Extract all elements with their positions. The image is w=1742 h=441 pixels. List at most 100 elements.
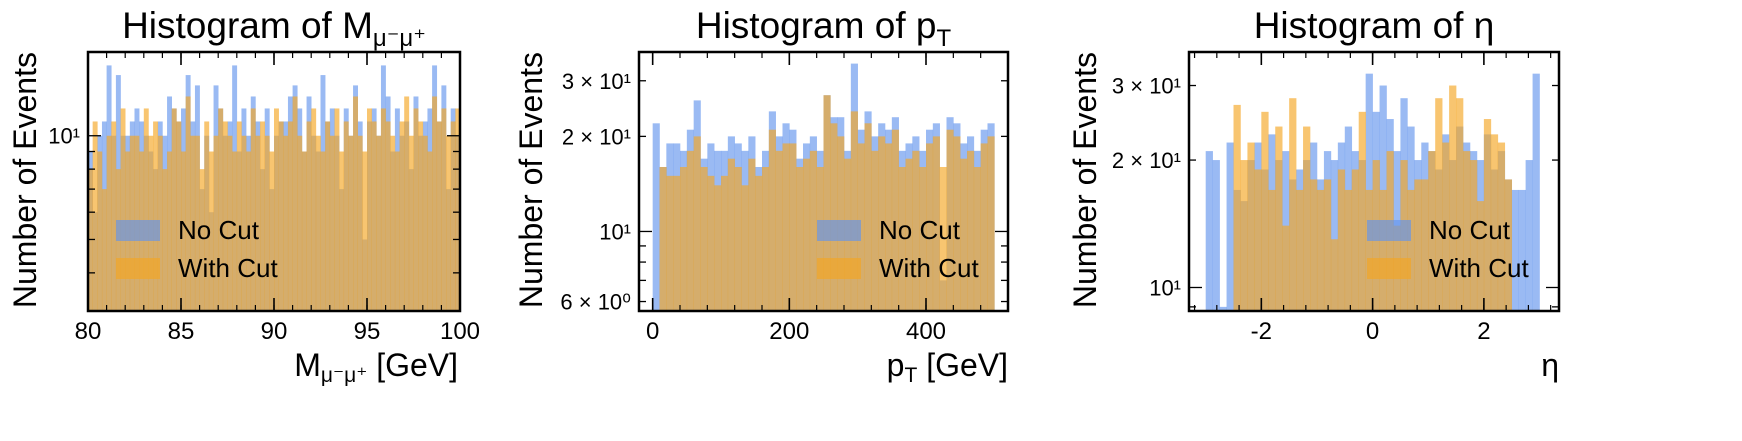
x-axis-label: η xyxy=(1541,347,1559,383)
legend: No Cut With Cut xyxy=(116,215,278,283)
legend-swatch xyxy=(1367,258,1411,279)
legend-swatch xyxy=(116,220,160,241)
axes-frame xyxy=(1187,50,1561,313)
histogram-bar xyxy=(727,158,735,311)
histogram-bar xyxy=(680,166,688,311)
histogram-bar xyxy=(278,121,284,311)
histogram-bar xyxy=(1449,85,1457,311)
histogram-bar xyxy=(176,121,182,311)
histogram-bar xyxy=(741,185,749,311)
histogram-bar xyxy=(204,121,210,311)
histogram-bar xyxy=(455,108,460,311)
y-axis-label: Number of Events xyxy=(7,52,43,308)
histogram-bar xyxy=(1490,134,1499,311)
histogram-bar xyxy=(796,166,804,311)
histogram-bar xyxy=(1511,189,1519,311)
histogram-bar xyxy=(1212,160,1220,311)
histogram-bar xyxy=(912,150,920,311)
histogram-bar xyxy=(101,189,107,311)
histogram-bar xyxy=(371,121,377,311)
legend: No Cut With Cut xyxy=(817,215,979,283)
x-tick-label: 85 xyxy=(168,318,195,345)
x-tick-label: -2 xyxy=(1251,318,1272,345)
histogram-bar xyxy=(185,96,191,311)
histogram-bar xyxy=(803,158,811,311)
chart-title: Histogram of η xyxy=(1254,5,1495,46)
histogram-bar xyxy=(864,123,872,311)
histogram-bar xyxy=(1261,111,1269,311)
histogram-bar xyxy=(311,108,317,311)
histogram-bar xyxy=(1289,98,1297,311)
y-tick-label: 2 × 10¹ xyxy=(562,124,631,149)
y-tick-label: 6 × 10⁰ xyxy=(560,290,631,315)
histogram-bar xyxy=(432,96,438,311)
histogram-bar xyxy=(946,129,954,311)
histogram-bar xyxy=(167,151,172,311)
histogram-bar xyxy=(376,135,382,311)
histogram-bar xyxy=(232,151,238,311)
histogram-bar xyxy=(292,96,298,311)
histogram-bar xyxy=(734,166,742,311)
histogram-bar xyxy=(418,121,424,311)
histogram-bar xyxy=(823,95,831,311)
legend-swatch xyxy=(817,258,861,279)
histogram-bar xyxy=(1254,169,1262,311)
histogram-bar xyxy=(246,151,252,311)
histogram-bar xyxy=(782,143,790,311)
histogram-bar xyxy=(700,166,708,311)
histogram-bar xyxy=(120,108,126,311)
x-axis-label: Mμ⁻μ⁺ [GeV] xyxy=(294,347,458,387)
x-tick-label: 80 xyxy=(75,318,102,345)
histogram-bar xyxy=(339,151,345,311)
pt-histogram-panel: 0 200 400 6 × 10⁰ 10¹ 2 × 10¹ 3 × 10¹ Histogram… xyxy=(513,5,1010,387)
histogram-bar xyxy=(878,136,886,311)
histogram-bar xyxy=(693,136,701,311)
histogram-bar xyxy=(436,121,442,311)
histogram-bar xyxy=(390,135,396,311)
histogram-bar xyxy=(297,135,303,311)
histogram-bar xyxy=(427,151,433,311)
histogram-bar xyxy=(208,151,214,311)
histogram-bar xyxy=(362,151,368,311)
histogram-bar xyxy=(236,121,242,311)
histogram-bar xyxy=(714,185,722,311)
histogram-bar xyxy=(857,143,865,311)
legend-label: With Cut xyxy=(178,253,278,283)
histogram-bar xyxy=(241,135,247,311)
histogram-bar xyxy=(162,169,168,311)
histogram-bar xyxy=(106,135,112,311)
histogram-bar xyxy=(157,135,163,311)
histogram-bar xyxy=(274,108,279,311)
histogram-bar xyxy=(1532,73,1540,311)
histogram-bar xyxy=(1219,306,1227,311)
histogram-bar xyxy=(218,108,224,311)
histogram-bar xyxy=(385,121,391,311)
histogram-bar xyxy=(143,108,149,311)
x-tick-label: 200 xyxy=(769,318,809,345)
histogram-bar xyxy=(1233,104,1241,311)
histogram-bar xyxy=(953,136,961,311)
histogram-bar xyxy=(1330,160,1339,311)
histogram-bar xyxy=(1282,225,1290,311)
histogram-bar xyxy=(891,129,899,311)
histogram-bar xyxy=(987,136,995,311)
histogram-bar xyxy=(1358,111,1366,311)
eta-histogram-panel: -2 0 2 10¹ 2 × 10¹ 3 × 10¹ Histogram of η η Numb… xyxy=(1067,5,1561,383)
histogram-bar xyxy=(413,108,419,311)
histogram-bar xyxy=(748,158,756,311)
chart-title: Histogram of pT xyxy=(696,5,952,52)
histogram-bar xyxy=(1504,179,1513,311)
histogram-bar xyxy=(1344,189,1353,311)
y-tick-label: 3 × 10¹ xyxy=(562,69,631,94)
legend-swatch xyxy=(817,220,861,241)
histogram-bar xyxy=(850,111,858,311)
histogram-bar xyxy=(1323,179,1332,311)
histogram-bar xyxy=(1442,142,1450,311)
histogram-bar xyxy=(905,158,913,311)
histogram-bar xyxy=(1407,189,1415,311)
y-tick-label: 10¹ xyxy=(48,124,80,149)
histogram-bar xyxy=(809,150,817,311)
histogram-bar xyxy=(1303,126,1311,311)
histogram-bar xyxy=(222,121,228,311)
